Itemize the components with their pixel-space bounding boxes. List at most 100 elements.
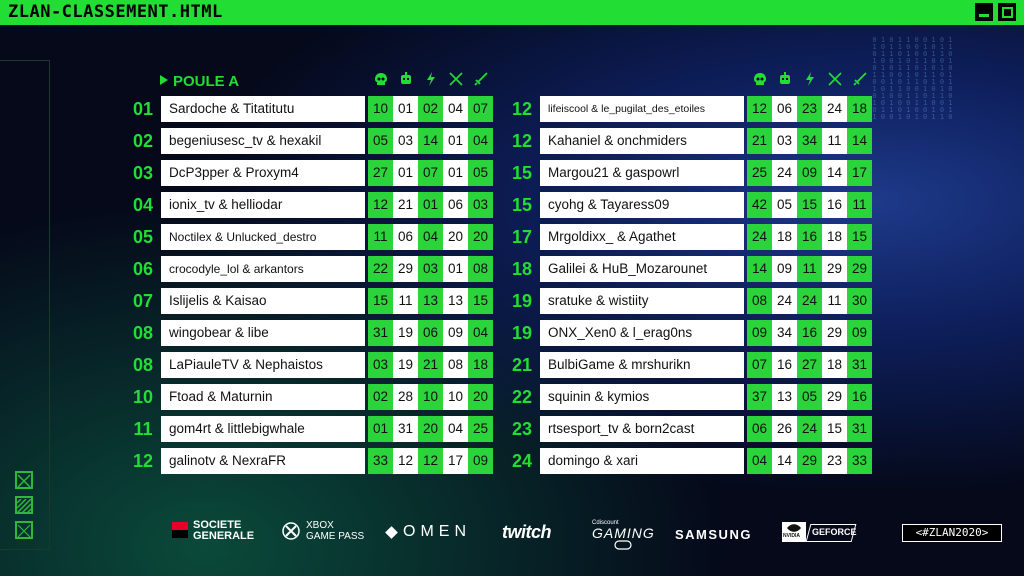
twitch-logo: twitch	[502, 522, 552, 543]
score-cell: 18	[772, 224, 797, 250]
score-cell: 12	[418, 448, 443, 474]
rank-number: 24	[511, 451, 533, 471]
rank-number: 19	[511, 291, 533, 311]
score-cell: 01	[393, 96, 418, 122]
score-cell: 01	[443, 128, 468, 154]
score-cell: 13	[443, 288, 468, 314]
score-cell: 14	[772, 448, 797, 474]
score-cell: 05	[772, 192, 797, 218]
score-cell: 02	[368, 384, 393, 410]
geforce-text: GEFORCE	[812, 527, 857, 537]
sponsor-bar: SOCIETE GENERALE XBOX GAME PASS OMEN twi…	[0, 518, 1024, 550]
score-cell: 11	[822, 128, 847, 154]
score-cell: 05	[797, 384, 822, 410]
team-name: gom4rt & littlebigwhale	[161, 416, 365, 442]
rank-number: 06	[132, 259, 154, 279]
rank-number: 15	[511, 163, 533, 183]
score-cell: 19	[393, 352, 418, 378]
score-cell: 20	[468, 224, 493, 250]
score-cell: 09	[772, 256, 797, 282]
score-cell: 12	[393, 448, 418, 474]
score-cell: 04	[418, 224, 443, 250]
score-cell: 16	[772, 352, 797, 378]
xbox-icon	[282, 522, 300, 540]
score-cell: 30	[847, 288, 872, 314]
window-title: ZLAN-CLASSEMENT.HTML	[8, 2, 223, 22]
score-cell: 24	[797, 416, 822, 442]
score-cell: 11	[847, 192, 872, 218]
score-cell: 25	[747, 160, 772, 186]
score-cell: 15	[368, 288, 393, 314]
rank-number: 11	[133, 419, 153, 439]
score-cell: 18	[822, 224, 847, 250]
team-name: sratuke & wistiity	[540, 288, 744, 314]
score-cell: 14	[418, 128, 443, 154]
score-cell: 05	[468, 160, 493, 186]
score-cell: 01	[368, 416, 393, 442]
score-cell: 33	[368, 448, 393, 474]
nvidia-badge: NVIDIA	[782, 522, 806, 542]
score-cell: 20	[418, 416, 443, 442]
crossed-box-icon[interactable]	[15, 471, 33, 489]
cdiscount-text: Cdiscount	[592, 520, 619, 526]
score-cell: 19	[393, 320, 418, 346]
score-cell: 07	[468, 96, 493, 122]
team-name: crocodyle_lol & arkantors	[161, 256, 365, 282]
score-cell: 27	[368, 160, 393, 186]
rank-number: 12	[132, 451, 154, 471]
score-cell: 15	[822, 416, 847, 442]
score-cell: 21	[418, 352, 443, 378]
rank-number: 01	[132, 99, 154, 119]
team-name: rtsesport_tv & born2cast	[540, 416, 744, 442]
rank-number: 02	[132, 131, 154, 151]
decorative-binary-rain: 0 1 0 1 1 0 0 1 0 1 1 0 1 1 0 0 1 0 1 1 …	[872, 36, 953, 121]
score-cell: 31	[368, 320, 393, 346]
score-cell: 22	[368, 256, 393, 282]
lightning-icon	[797, 72, 822, 92]
score-cell: 31	[847, 352, 872, 378]
score-cell: 01	[418, 192, 443, 218]
team-name: Margou21 & gaspowrl	[540, 160, 744, 186]
score-cell: 29	[393, 256, 418, 282]
score-cell: 06	[747, 416, 772, 442]
score-cell: 10	[368, 96, 393, 122]
team-name: begeniusesc_tv & hexakil	[161, 128, 365, 154]
score-cell: 16	[797, 224, 822, 250]
xbox-line1: XBOX	[306, 520, 334, 531]
title-bar: ZLAN-CLASSEMENT.HTML	[0, 0, 1024, 25]
sg-line2: GENERALE	[193, 530, 255, 542]
rank-number: 08	[132, 355, 154, 375]
lightning-icon	[418, 72, 443, 92]
score-cell: 09	[847, 320, 872, 346]
team-name: lifeiscool & le_pugilat_des_etoiles	[540, 96, 744, 122]
score-cell: 20	[468, 384, 493, 410]
score-cell: 16	[797, 320, 822, 346]
score-cell: 15	[847, 224, 872, 250]
score-cell: 10	[418, 384, 443, 410]
striped-box-icon[interactable]	[15, 496, 33, 514]
score-cell: 03	[772, 128, 797, 154]
score-cell: 04	[443, 96, 468, 122]
column-header-right	[747, 72, 872, 90]
score-cell: 24	[747, 224, 772, 250]
score-cell: 34	[797, 128, 822, 154]
score-cell: 20	[443, 224, 468, 250]
rank-number: 23	[511, 419, 533, 439]
samsung-text: SAMSUNG	[675, 527, 752, 542]
score-cell: 06	[418, 320, 443, 346]
rank-number: 05	[132, 227, 154, 247]
samsung-logo: SAMSUNG	[675, 526, 752, 544]
xbox-line2: GAME PASS	[306, 531, 365, 542]
score-cell: 21	[747, 128, 772, 154]
score-cell: 16	[822, 192, 847, 218]
score-cell: 09	[468, 448, 493, 474]
rank-number: 03	[132, 163, 154, 183]
maximize-button[interactable]	[998, 3, 1016, 21]
team-name: Galilei & HuB_Mozarounet	[540, 256, 744, 282]
close-box-icon[interactable]	[15, 521, 33, 539]
twitch-text: twitch	[502, 522, 552, 542]
score-cell: 29	[847, 256, 872, 282]
minimize-button[interactable]	[975, 3, 993, 21]
score-cell: 04	[747, 448, 772, 474]
score-cell: 06	[393, 224, 418, 250]
